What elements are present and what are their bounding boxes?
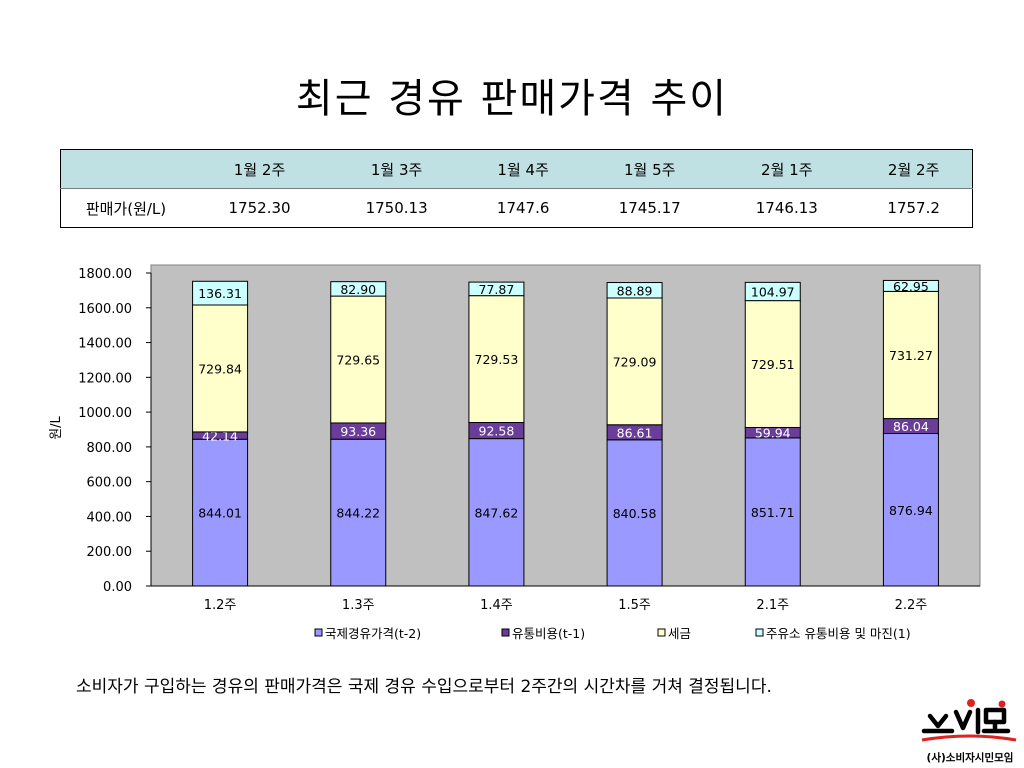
table-header-cell: 1월 2주 bbox=[191, 149, 329, 189]
table-header-cell: 1월 5주 bbox=[581, 149, 719, 189]
data-label: 88.89 bbox=[617, 283, 653, 298]
table-header-cell bbox=[60, 149, 191, 189]
data-label: 59.94 bbox=[755, 426, 791, 441]
y-tick-label: 0.00 bbox=[103, 580, 132, 595]
table-header-cell: 2월 1주 bbox=[718, 149, 856, 189]
y-tick-label: 400.00 bbox=[87, 510, 133, 525]
x-tick-label: 2.1주 bbox=[756, 598, 789, 613]
x-tick-label: 1.2주 bbox=[204, 598, 237, 613]
plot-area bbox=[150, 264, 981, 587]
data-label: 92.58 bbox=[479, 424, 515, 439]
data-label: 729.09 bbox=[613, 354, 657, 369]
legend-swatch bbox=[314, 628, 323, 637]
bar-segment bbox=[468, 281, 525, 297]
y-tick-label: 1200.00 bbox=[78, 371, 132, 386]
bar-segment bbox=[744, 300, 801, 428]
bar-segment bbox=[606, 439, 663, 587]
data-label: 844.22 bbox=[336, 506, 380, 521]
svg-text:(사)소비자시민모임: (사)소비자시민모임 bbox=[927, 751, 1014, 764]
bar-segment bbox=[882, 433, 939, 587]
data-label: 93.36 bbox=[340, 424, 376, 439]
y-tick-label: 1600.00 bbox=[78, 302, 132, 317]
x-tick-label: 1.3주 bbox=[342, 598, 375, 613]
legend-swatch bbox=[755, 628, 764, 637]
table-header-cell: 1월 3주 bbox=[328, 149, 466, 189]
stacked-bar-chart: 0.00 200.00 400.00 600.00 800.00 1000.00 1200.… bbox=[49, 264, 981, 641]
table-cell: 1746.13 bbox=[718, 188, 856, 228]
table-cell: 1750.13 bbox=[328, 188, 466, 228]
data-label: 851.71 bbox=[751, 505, 795, 520]
bar-segment bbox=[606, 297, 663, 426]
data-label: 136.31 bbox=[198, 286, 242, 301]
legend-label: 국제경유가격(t-2) bbox=[325, 626, 421, 641]
x-tick-label: 1.4주 bbox=[480, 598, 513, 613]
bar-segment bbox=[606, 282, 663, 299]
bar-segment bbox=[744, 437, 801, 587]
legend-swatch bbox=[501, 628, 510, 637]
bar-segment bbox=[330, 281, 387, 297]
bar-segment bbox=[468, 438, 525, 587]
data-label: 729.65 bbox=[336, 353, 380, 368]
legend-swatch bbox=[657, 628, 666, 637]
bar-segment bbox=[882, 279, 939, 292]
data-label: 77.87 bbox=[479, 282, 515, 297]
table-cell: 1757.2 bbox=[855, 188, 973, 228]
data-label: 729.53 bbox=[475, 352, 519, 367]
table-header-cell: 2월 2주 bbox=[855, 149, 973, 189]
bar-segment bbox=[330, 438, 387, 587]
data-label: 840.58 bbox=[613, 506, 657, 521]
x-tick-label: 1.5주 bbox=[618, 598, 651, 613]
x-tick-label: 2.2주 bbox=[895, 598, 928, 613]
y-tick-label: 1400.00 bbox=[78, 337, 132, 352]
table-cell: 1747.6 bbox=[465, 188, 582, 228]
price-table: 1월 2주 1월 3주 1월 4주 1월 5주 2월 1주 2월 2주 판매가(… bbox=[60, 149, 973, 228]
y-tick-label: 1000.00 bbox=[78, 406, 132, 421]
bar-segment bbox=[192, 304, 249, 433]
data-label: 876.94 bbox=[889, 503, 933, 518]
bar-segment bbox=[882, 290, 939, 420]
data-label: 847.62 bbox=[475, 505, 519, 520]
y-tick-label: 600.00 bbox=[87, 476, 133, 491]
data-label: 729.51 bbox=[751, 357, 795, 372]
data-label: 104.97 bbox=[751, 284, 795, 299]
footnote: 소비자가 구입하는 경유의 판매가격은 국제 경유 수입으로부터 2주간의 시간… bbox=[76, 677, 772, 697]
table-cell: 1745.17 bbox=[581, 188, 719, 228]
bar-segment bbox=[192, 438, 249, 587]
legend-label: 주유소 유통비용 및 마진(1) bbox=[766, 626, 911, 641]
consumer-group-logo: (사)소비자시민모임 bbox=[921, 699, 1017, 764]
table-header-row: 1월 2주 1월 3주 1월 4주 1월 5주 2월 1주 2월 2주 bbox=[60, 149, 973, 189]
table-cell: 1752.30 bbox=[191, 188, 329, 228]
data-label: 729.84 bbox=[198, 361, 242, 376]
page-title: 최근 경유 판매가격 추이 bbox=[295, 76, 729, 122]
data-label: 86.61 bbox=[617, 425, 653, 440]
y-axis-title: 원/L bbox=[49, 415, 64, 439]
bar-segment bbox=[192, 280, 249, 306]
bar-segment bbox=[330, 295, 387, 424]
table-row-label: 판매가(원/L) bbox=[60, 188, 191, 228]
bar-segment bbox=[744, 281, 801, 302]
y-tick-label: 800.00 bbox=[87, 441, 133, 456]
legend-label: 세금 bbox=[668, 626, 691, 641]
data-label: 86.04 bbox=[893, 419, 929, 434]
data-label: 844.01 bbox=[198, 506, 242, 521]
y-tick-label: 200.00 bbox=[87, 545, 133, 560]
table-row: 판매가(원/L) 1752.30 1750.13 1747.6 1745.17 … bbox=[60, 188, 973, 228]
legend-label: 유통비용(t-1) bbox=[512, 626, 585, 641]
y-tick-label: 1800.00 bbox=[78, 267, 132, 282]
bar-segment bbox=[468, 295, 525, 424]
data-label: 62.95 bbox=[893, 279, 929, 294]
data-label: 731.27 bbox=[889, 348, 933, 363]
data-label: 82.90 bbox=[340, 282, 376, 297]
table-header-cell: 1월 4주 bbox=[465, 149, 582, 189]
